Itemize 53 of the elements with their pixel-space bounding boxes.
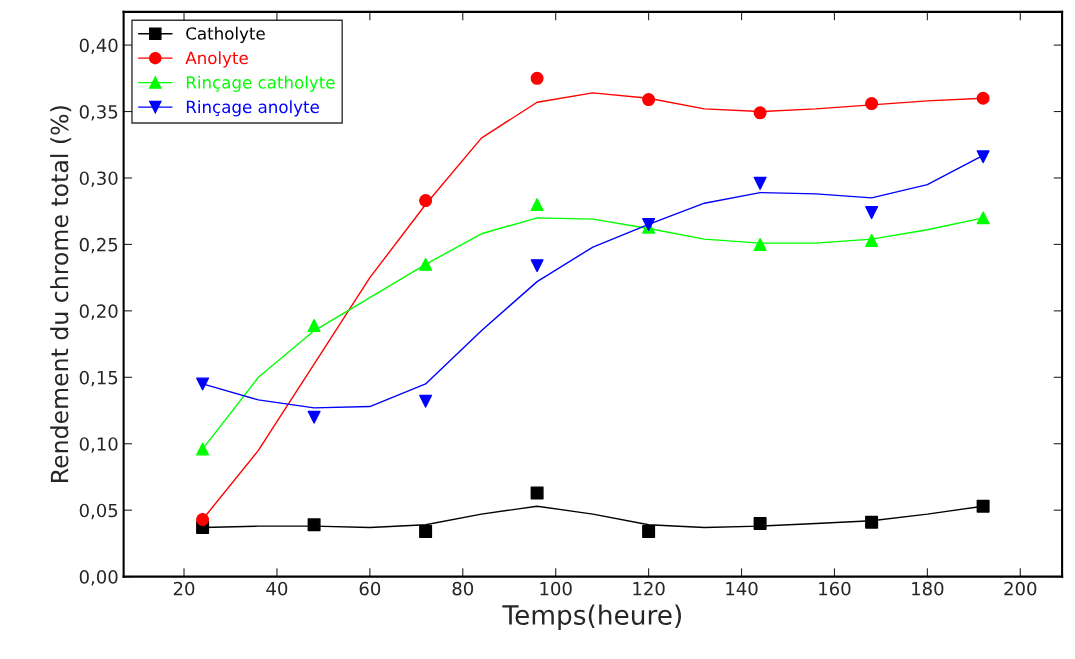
point xyxy=(753,106,767,120)
point xyxy=(419,524,433,538)
legend-label: Rinçage anolyte xyxy=(186,100,319,117)
y-tick-label: 0,20 xyxy=(79,304,118,320)
x-tick-label: 100 xyxy=(540,581,572,596)
point xyxy=(976,91,990,105)
point xyxy=(976,150,990,164)
point xyxy=(753,516,767,530)
point xyxy=(196,442,210,456)
y-tick-label: 0,40 xyxy=(79,38,118,55)
y-tick-label: 0,30 xyxy=(79,171,118,187)
y-tick-label: 0,15 xyxy=(79,370,118,387)
y-tick-label: 0,35 xyxy=(79,104,118,121)
y-tick-label: 0,25 xyxy=(79,237,118,254)
point xyxy=(530,259,544,273)
y-axis-title: Rendement du chrome total (%) xyxy=(50,106,72,482)
point xyxy=(865,206,879,220)
x-tick-label: 180 xyxy=(912,581,944,596)
point xyxy=(196,512,210,526)
x-tick-label: 40 xyxy=(266,581,288,596)
y-tick-label: 0,00 xyxy=(79,570,118,586)
point xyxy=(976,211,990,225)
point xyxy=(865,515,879,529)
y-tick-label: 0,05 xyxy=(79,503,118,520)
legend-label: Anolyte xyxy=(185,51,248,68)
point xyxy=(307,318,321,332)
point xyxy=(307,410,321,424)
point xyxy=(530,486,544,500)
point xyxy=(753,237,767,251)
point xyxy=(865,233,879,247)
x-tick-label: 120 xyxy=(633,581,665,596)
point xyxy=(642,524,656,538)
x-tick-label: 160 xyxy=(819,581,851,596)
point xyxy=(307,518,321,532)
x-tick-label: 140 xyxy=(726,581,758,596)
point xyxy=(865,97,879,111)
point xyxy=(419,394,433,408)
point xyxy=(419,257,433,271)
point xyxy=(642,93,656,107)
point xyxy=(753,176,767,190)
point xyxy=(196,377,210,391)
y-tick-label: 0,10 xyxy=(79,437,118,453)
legend-label: Catholyte xyxy=(186,26,265,43)
point xyxy=(530,198,544,212)
x-tick-label: 200 xyxy=(1004,581,1037,596)
point xyxy=(530,71,544,85)
x-axis-title: Temps(heure) xyxy=(502,604,682,631)
legend-label: Rinçage catholyte xyxy=(186,75,335,92)
x-tick-label: 80 xyxy=(452,581,474,596)
x-tick-label: 20 xyxy=(173,581,195,596)
x-tick-label: 60 xyxy=(359,581,381,596)
point xyxy=(419,194,433,208)
point xyxy=(976,499,990,513)
